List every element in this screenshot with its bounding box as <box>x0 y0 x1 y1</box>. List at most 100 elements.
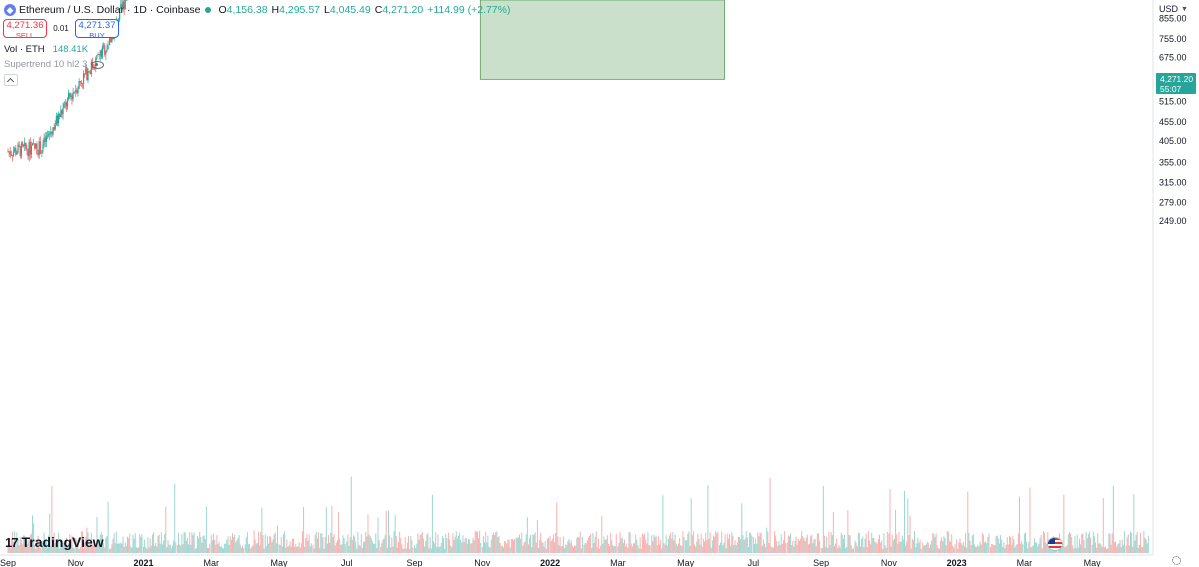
volume-bar <box>1146 543 1148 553</box>
volume-bar <box>784 531 786 553</box>
volume-bar <box>250 548 252 553</box>
last-price-value: 4,271.20 <box>1160 74 1194 84</box>
volume-bar <box>1003 542 1005 553</box>
volume-bar <box>485 531 487 553</box>
volume-bar <box>1147 535 1149 553</box>
candle-body <box>53 127 55 130</box>
volume-bar <box>857 532 859 553</box>
volume-bar <box>776 541 778 553</box>
volume-bar <box>917 537 919 553</box>
buy-button[interactable]: 4,271.37 BUY <box>75 19 119 40</box>
volume-bar <box>646 543 648 553</box>
volume-bar <box>797 538 799 553</box>
volume-bar <box>325 507 327 553</box>
volume-bar <box>176 544 178 553</box>
indicator-legend[interactable]: Supertrend 10 hl2 3 <box>4 59 105 70</box>
volume-bar <box>542 542 544 553</box>
volume-bar <box>570 540 572 553</box>
volume-bar <box>449 539 451 553</box>
candle-body <box>9 151 11 155</box>
volume-bar <box>829 544 831 553</box>
volume-bar <box>788 536 790 553</box>
volume-bar <box>33 523 35 553</box>
volume-bar <box>676 545 678 553</box>
volume-bar <box>239 544 241 553</box>
volume-bar <box>309 546 311 553</box>
volume-bar <box>1018 496 1020 553</box>
volume-bar <box>711 540 713 553</box>
volume-bar <box>331 505 333 553</box>
volume-bar <box>1040 534 1042 553</box>
volume-bar <box>70 542 72 553</box>
candle-body <box>79 81 81 83</box>
volume-bar <box>614 545 616 553</box>
candle-body <box>30 145 33 155</box>
candle-body <box>27 150 29 157</box>
currency-selector[interactable]: USD ▼ <box>1159 4 1188 14</box>
volume-bar <box>1038 543 1040 553</box>
volume-bar <box>1021 540 1023 553</box>
volume-bar <box>171 545 173 553</box>
volume-bar <box>61 540 63 553</box>
volume-bar <box>574 545 576 553</box>
sell-button[interactable]: 4,271.36 SELL <box>3 19 47 40</box>
volume-bar <box>241 545 243 553</box>
gear-icon[interactable] <box>1172 556 1181 565</box>
volume-bar <box>476 531 478 553</box>
volume-bar <box>298 542 300 553</box>
volume-bar <box>473 540 475 553</box>
us-flag-icon[interactable] <box>1047 537 1063 551</box>
volume-bar <box>11 531 13 553</box>
volume-bar <box>836 538 838 553</box>
volume-bar <box>687 533 689 553</box>
volume-bar <box>610 532 612 553</box>
volume-bar <box>544 541 546 553</box>
time-tick-label: Mar <box>610 558 626 567</box>
ethereum-icon: ◆ <box>4 4 16 16</box>
volume-bar <box>258 531 260 553</box>
volume-legend[interactable]: Vol · ETH 148.41K <box>4 44 88 55</box>
volume-bars <box>7 476 1149 553</box>
volume-bar <box>221 547 223 553</box>
volume-bar <box>1050 548 1052 553</box>
volume-bar <box>1020 543 1022 553</box>
volume-bar <box>546 538 548 553</box>
collapse-legend-button[interactable] <box>4 74 18 86</box>
symbol-title[interactable]: Ethereum / U.S. Dollar · 1D · Coinbase <box>19 4 201 16</box>
volume-bar <box>233 537 235 553</box>
candle-body <box>17 144 19 153</box>
visibility-eye-icon[interactable] <box>91 60 105 69</box>
price-tick-label: 249.00 <box>1159 216 1187 226</box>
volume-bar <box>93 540 95 553</box>
volume-bar <box>1111 533 1113 553</box>
volume-bar <box>506 543 508 553</box>
volume-bar <box>537 547 539 553</box>
volume-bar <box>737 536 739 553</box>
volume-bar <box>1134 540 1136 553</box>
volume-bar <box>323 548 325 553</box>
tradingview-logo[interactable]: 17 TradingView <box>5 534 104 550</box>
volume-bar <box>15 546 17 553</box>
volume-bar <box>1057 548 1059 553</box>
volume-bar <box>507 539 509 553</box>
volume-bar <box>620 538 622 553</box>
volume-bar <box>460 539 462 553</box>
volume-bar <box>629 532 631 553</box>
volume-bar <box>938 548 940 553</box>
volume-bar <box>622 543 624 553</box>
volume-bar <box>661 548 663 553</box>
candle-body <box>16 152 18 155</box>
volume-bar <box>740 539 742 553</box>
volume-bar <box>19 536 21 553</box>
volume-bar <box>969 540 971 553</box>
volume-bar <box>625 546 627 553</box>
volume-bar <box>334 545 336 553</box>
volume-bar <box>312 544 314 553</box>
volume-bar <box>533 534 535 553</box>
volume-bar <box>664 544 666 553</box>
time-tick-label: 2021 <box>134 558 154 567</box>
volume-bar <box>504 541 506 553</box>
volume-bar <box>358 544 360 553</box>
candle-body <box>54 125 56 130</box>
